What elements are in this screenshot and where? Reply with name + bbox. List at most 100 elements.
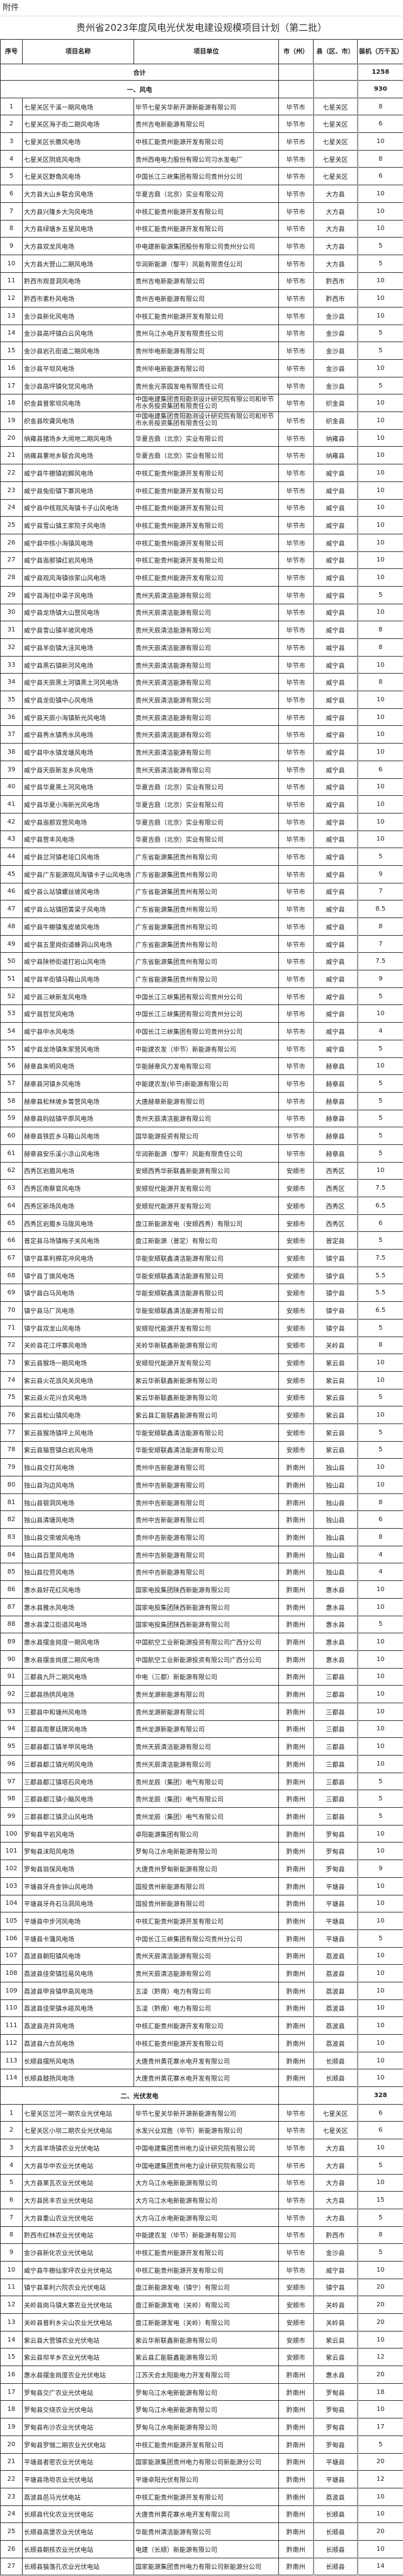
cell-company: 华夏吉鼎（北京）实业有限公司 <box>133 812 279 831</box>
cell-county: 平塘县 <box>312 1929 358 1948</box>
cell-city: 安顺市 <box>278 1371 314 1389</box>
cell-seq: 93 <box>0 1702 23 1721</box>
cell-capacity: 10 <box>356 743 403 761</box>
cell-capacity: 10 <box>356 1894 403 1913</box>
cell-seq: 2 <box>0 115 23 134</box>
cell-project-name: 镇宁县革利棉花冲风电场 <box>22 1249 134 1267</box>
cell-seq: 88 <box>0 1615 23 1634</box>
cell-county: 威宁县 <box>312 673 358 692</box>
table-row: 35 威宁县龙街镇中心风电场 贵州天辰清洁能源有限公司 毕节市 威宁县 10 <box>0 691 403 709</box>
cell-county: 威宁县 <box>312 464 358 482</box>
table-row: 84 独山县百里风电场 贵州中吉新能源有限公司 黔南州 独山县 4 <box>0 1545 403 1564</box>
cell-project-name: 罗甸县交绕农业光伏电站 <box>22 2400 134 2419</box>
cell-seq: 59 <box>0 1109 23 1128</box>
cell-city: 安顺市 <box>278 2296 314 2314</box>
cell-capacity: 7.5 <box>356 1179 403 1197</box>
table-row: 2 七星关区小坝二期农业光伏电站 水发兴业双胜（毕节）新能源有限公司 毕节市 七星关区 6 <box>0 2121 403 2140</box>
total-label: 合计 <box>0 64 279 81</box>
cell-county: 关岭县 <box>312 1336 358 1355</box>
cell-seq: 1 <box>0 97 23 116</box>
cell-project-name: 大方县兴隆乡大沟风电场 <box>22 202 134 221</box>
cell-company: 贵州天辰清洁能源有限公司 <box>133 603 279 622</box>
cell-county: 荔波县 <box>312 2487 358 2506</box>
cell-capacity: 10 <box>356 1667 403 1686</box>
cell-company: 贵州龙辰（集团）电气有限公司 <box>133 1772 279 1791</box>
cell-capacity: 10 <box>356 498 403 517</box>
table-row: 45 威宁县广东能源观风海镇卡子山风电场 广东省能源集团贵州有限公司 毕节市 威宁县 9 <box>0 865 403 883</box>
cell-project-name: 七星关区岔河一期农业光伏电站 <box>22 2103 134 2122</box>
cell-project-name: 长顺县代化农业光伏电站 <box>22 2505 134 2524</box>
cell-county: 大方县 <box>312 185 358 203</box>
cell-city: 黔南州 <box>278 1860 314 1878</box>
cell-county: 长顺县 <box>312 2557 358 2576</box>
cell-capacity: 10 <box>356 1650 403 1669</box>
table-row: 40 威宁县华夏黑土河风电场 华夏吉鼎（北京）实业有限公司 毕节市 威宁县 10 <box>0 778 403 796</box>
table-row: 50 威宁县陕桥街道打岩山风电场 广东省能源集团贵州有限公司 毕节市 威宁县 7.5 <box>0 952 403 971</box>
total-capacity: 1258 <box>356 64 403 81</box>
cell-company: 广东省能源集团贵州有限公司 <box>133 934 279 953</box>
cell-capacity: 5 <box>356 254 403 273</box>
cell-seq: 14 <box>0 2330 23 2349</box>
cell-county: 大方县 <box>312 2156 358 2175</box>
cell-seq: 82 <box>0 1510 23 1529</box>
cell-capacity: 10 <box>356 481 403 500</box>
cell-city: 黔南州 <box>278 1807 314 1826</box>
table-row: 9 大方县双龙风电场 中电建新能源集团股份有限公司贵州分公司 毕节市 大方县 5 <box>0 237 403 255</box>
table-row: 98 三都县都江镇小脑风电场 贵州龙辰（集团）电气有限公司 黔南州 三都县 5 <box>0 1790 403 1808</box>
cell-capacity: 9 <box>356 865 403 883</box>
table-row: 112 荔波县六合风电场 中核汇能贵州能源开发有限公司 黔南州 荔波县 10 <box>0 2034 403 2052</box>
cell-project-name: 长顺县高堡农业光伏电站 <box>22 2522 134 2541</box>
cell-seq: 95 <box>0 1737 23 1756</box>
table-row: 82 独山县清塘风电场 贵州中吉新能源有限公司 黔南州 独山县 6 <box>0 1510 403 1529</box>
cell-county: 金沙县 <box>312 324 358 343</box>
cell-county: 大方县 <box>312 202 358 221</box>
cell-project-name: 惠水县摆金岗度农业光伏电站 <box>22 2366 134 2384</box>
table-row: 22 威宁县牛棚镇岩脚风电场 中核汇能贵州能源开发有限公司 毕节市 威宁县 10 <box>0 464 403 482</box>
cell-city: 毕节市 <box>278 568 314 587</box>
cell-project-name: 威宁县华夏黑土河风电场 <box>22 778 134 796</box>
project-table: 序号 项目名称 项目单位 市（州） 县（区、市） 装机（万千瓦） 合计 1258… <box>0 39 403 2576</box>
cell-company: 华能贵州清洁能源有限公司 <box>133 2522 279 2541</box>
cell-capacity: 20 <box>356 2296 403 2314</box>
table-row: 14 金沙县高坪镇白云风电场 贵州乌江水电开发有限责任公司 毕节市 金沙县 5 <box>0 324 403 343</box>
cell-county: 荔波县 <box>312 1999 358 2018</box>
cell-seq: 27 <box>0 2557 23 2576</box>
table-row: 76 紫云县松山镇风电场 紫云县汇能联鑫能源有限公司 安顺市 紫云县 10 <box>0 1406 403 1424</box>
cell-company: 盘江新能源发电（关岭）有限公司 <box>133 2296 279 2314</box>
header-capacity: 装机（万千瓦） <box>357 39 403 64</box>
cell-company: 安顺现代能源开发有限公司 <box>133 1197 279 1215</box>
cell-seq: 55 <box>0 1039 23 1058</box>
cell-seq: 92 <box>0 1685 23 1703</box>
cell-company: 国家能源集团贵州电力有限公司新能源分公司 <box>133 2452 279 2471</box>
table-row: 10 威宁县牛棚仙家坪农业光伏电站 中核汇能贵州能源开发有限公司 毕节市 威宁县 10 <box>0 2260 403 2279</box>
cell-project-name: 威宁县中水镇龙塘风电场 <box>22 743 134 761</box>
table-row: 7 大方县重山农业光伏电站 大方乌江水电新能源有限公司 毕节市 大方县 5 <box>0 2208 403 2227</box>
cell-city: 毕节市 <box>278 917 314 936</box>
cell-company: 贵州中吉新能源有限公司 <box>133 1493 279 1512</box>
table-row: 14 紫云县大营镇农业光伏电站 紫云华新联鑫新能源有限公司 安顺市 紫云县 10 <box>0 2330 403 2349</box>
table-row: 83 独山县交荣坡风电场 贵州中吉新能源有限公司 黔南州 独山县 8 <box>0 1528 403 1546</box>
cell-capacity: 10 <box>356 2539 403 2558</box>
cell-county: 罗甸县 <box>312 2435 358 2454</box>
total-row: 合计 1258 <box>0 64 403 81</box>
cell-county: 西秀区 <box>312 1214 358 1233</box>
cell-county: 惠水县 <box>312 1597 358 1616</box>
cell-company: 中核汇能贵州能源开发有限公司 <box>133 498 279 517</box>
table-row: 41 威宁县华夏小海新光风电场 华夏吉鼎（北京）实业有限公司 毕节市 威宁县 10 <box>0 795 403 814</box>
cell-county: 大方县 <box>312 219 358 238</box>
cell-seq: 7 <box>0 202 23 221</box>
cell-capacity: 10 <box>356 725 403 744</box>
cell-seq: 21 <box>0 446 23 465</box>
cell-city: 黔南州 <box>278 1929 314 1948</box>
cell-project-name: 威宁县龙街镇中心风电场 <box>22 691 134 709</box>
cell-company: 中电建新能源集团股份有限公司贵州分公司 <box>133 237 279 255</box>
cell-company: 华夏吉鼎（北京）实业有限公司 <box>133 795 279 814</box>
cell-city: 毕节市 <box>278 708 314 727</box>
cell-company: 中核汇能贵州能源开发有限公司 <box>133 132 279 151</box>
cell-seq: 11 <box>0 2278 23 2297</box>
cell-project-name: 三都县周覃廷牌风电场 <box>22 1720 134 1739</box>
cell-project-name: 威宁县华夏小海新光风电场 <box>22 795 134 814</box>
table-row: 39 威宁县天辰新发乡风电场 贵州天辰清洁能源有限公司 毕节市 威宁县 6 <box>0 760 403 779</box>
cell-company: 中核汇能贵州能源开发有限公司 <box>133 2260 279 2279</box>
cell-city: 毕节市 <box>278 533 314 552</box>
